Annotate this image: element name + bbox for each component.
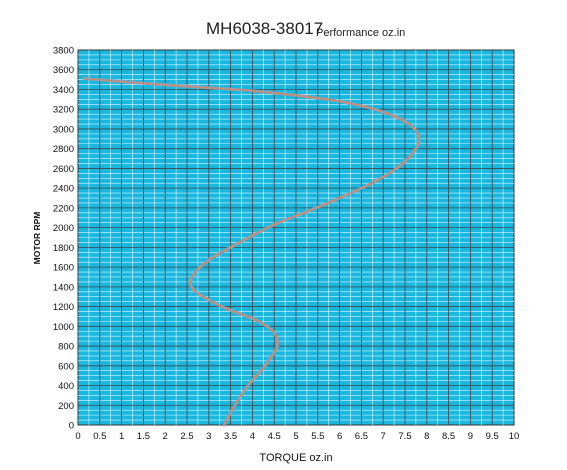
x-tick-label: 1.5 — [137, 431, 150, 442]
x-tick-label: 8 — [424, 431, 429, 442]
x-tick-label: 6.5 — [355, 431, 368, 442]
y-tick-label: 0 — [69, 421, 74, 432]
x-tick-label: 7.5 — [398, 431, 411, 442]
x-tick-label: 10 — [509, 431, 520, 442]
y-tick-label: 1600 — [53, 263, 74, 274]
y-tick-label: 1800 — [53, 243, 74, 254]
y-tick-label: 2000 — [53, 223, 74, 234]
y-tick-label: 2600 — [53, 164, 74, 175]
y-tick-label: 1000 — [53, 322, 74, 333]
y-tick-label: 400 — [58, 381, 74, 392]
x-tick-label: 9.5 — [486, 431, 499, 442]
y-tick-label: 600 — [58, 361, 74, 372]
x-axis-ticks: 0 0.5 1 1.5 2 2.5 3 3.5 4 4.5 5 5.5 6 6.5 7 7.5 8 8.5 9 9.5… — [75, 431, 519, 442]
x-tick-label: 8.5 — [442, 431, 455, 442]
y-axis-ticks: 0 200 400 600 800 1000 1200 1400 1600 1800 2000 220… — [53, 46, 74, 432]
x-tick-label: 6 — [337, 431, 342, 442]
y-tick-label: 3400 — [53, 85, 74, 96]
x-tick-label: 2 — [163, 431, 168, 442]
series-line-overlay — [84, 78, 420, 426]
x-tick-label: 7 — [381, 431, 386, 442]
y-tick-label: 3600 — [53, 65, 74, 76]
x-tick-label: 3.5 — [224, 431, 237, 442]
x-tick-label: 5 — [293, 431, 298, 442]
x-tick-label: 2.5 — [180, 431, 193, 442]
y-tick-label: 1400 — [53, 282, 74, 293]
y-tick-label: 800 — [58, 342, 74, 353]
x-tick-label: 0 — [75, 431, 80, 442]
x-tick-label: 4.5 — [268, 431, 281, 442]
y-tick-label: 2200 — [53, 203, 74, 214]
y-tick-label: 3200 — [53, 105, 74, 116]
x-tick-label: 3 — [206, 431, 211, 442]
y-axis-label: MOTOR RPM — [32, 212, 42, 265]
x-axis-label: TORQUE oz.in — [259, 452, 332, 464]
y-tick-label: 2400 — [53, 184, 74, 195]
x-tick-label: 1 — [119, 431, 124, 442]
chart-subtitle: Performance oz.in — [316, 27, 405, 39]
series-layer — [83, 77, 421, 427]
x-tick-label: 4 — [250, 431, 255, 442]
y-tick-label: 3800 — [53, 46, 74, 57]
y-tick-label: 200 — [58, 401, 74, 412]
y-tick-label: 3000 — [53, 124, 74, 135]
chart-title: MH6038-38017 — [206, 19, 323, 38]
x-tick-label: 9 — [468, 431, 473, 442]
x-tick-label: 0.5 — [93, 431, 106, 442]
y-tick-label: 2800 — [53, 144, 74, 155]
grid-lines — [78, 50, 514, 425]
x-tick-label: 5.5 — [311, 431, 324, 442]
y-tick-label: 1200 — [53, 302, 74, 313]
